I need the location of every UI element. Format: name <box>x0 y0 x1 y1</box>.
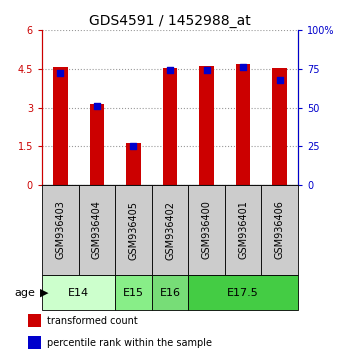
Point <box>277 77 283 82</box>
Bar <box>199 66 214 185</box>
Bar <box>188 185 225 275</box>
Text: age: age <box>14 287 35 297</box>
Text: ▶: ▶ <box>40 287 49 297</box>
Text: GSM936406: GSM936406 <box>275 201 285 259</box>
Bar <box>42 185 78 275</box>
Bar <box>236 64 250 185</box>
Bar <box>115 275 152 310</box>
Point <box>240 64 246 70</box>
Bar <box>42 275 115 310</box>
Text: GSM936404: GSM936404 <box>92 201 102 259</box>
Bar <box>78 185 115 275</box>
Bar <box>53 68 68 185</box>
Text: GSM936405: GSM936405 <box>128 200 139 259</box>
Bar <box>261 185 298 275</box>
Point <box>167 68 173 73</box>
Bar <box>126 143 141 185</box>
Point <box>94 103 100 109</box>
Text: percentile rank within the sample: percentile rank within the sample <box>47 338 212 348</box>
Bar <box>188 275 298 310</box>
Text: GSM936401: GSM936401 <box>238 201 248 259</box>
Bar <box>272 68 287 185</box>
Point <box>57 70 63 76</box>
Bar <box>225 185 261 275</box>
Text: transformed count: transformed count <box>47 315 138 326</box>
Title: GDS4591 / 1452988_at: GDS4591 / 1452988_at <box>89 13 251 28</box>
Text: GSM936403: GSM936403 <box>55 201 65 259</box>
Bar <box>90 104 104 185</box>
Text: GSM936402: GSM936402 <box>165 200 175 259</box>
Bar <box>152 185 188 275</box>
Bar <box>163 68 177 185</box>
Bar <box>28 314 41 327</box>
Bar <box>28 336 41 349</box>
Text: E17.5: E17.5 <box>227 287 259 297</box>
Point <box>204 68 209 73</box>
Point <box>131 143 136 149</box>
Text: E15: E15 <box>123 287 144 297</box>
Bar <box>115 185 152 275</box>
Bar <box>152 275 188 310</box>
Text: GSM936400: GSM936400 <box>201 201 212 259</box>
Text: E16: E16 <box>160 287 180 297</box>
Text: E14: E14 <box>68 287 89 297</box>
